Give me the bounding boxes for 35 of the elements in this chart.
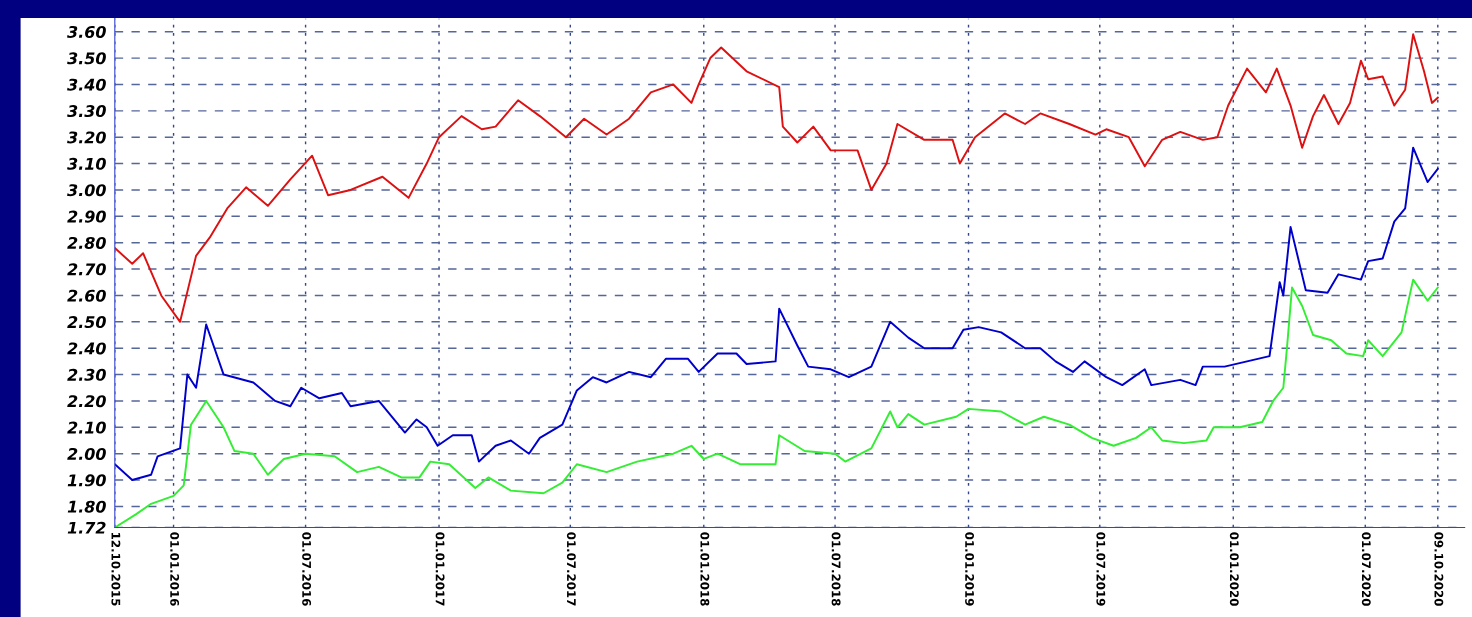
y-tick-label: 2.40: [67, 342, 106, 355]
line-series: [114, 33, 1439, 323]
y-tick-label: 3.00: [67, 184, 106, 197]
x-tick-label: 01.01.2018: [700, 532, 710, 606]
y-tick-label: 2.80: [67, 236, 106, 249]
y-tick-label: 3.20: [67, 131, 106, 144]
line-series: [114, 278, 1439, 528]
y-tick-label: 2.50: [67, 316, 106, 329]
y-tick-label: 3.10: [67, 157, 106, 170]
x-tick-label: 01.01.2019: [965, 532, 975, 606]
y-tick-label: 2.10: [67, 421, 106, 434]
line-series: [114, 146, 1439, 482]
y-tick-label: 1.72: [67, 521, 106, 534]
y-tick-label: 1.80: [67, 500, 106, 513]
y-tick-label: 3.30: [67, 105, 106, 118]
x-tick-label: 01.01.2017: [435, 532, 445, 606]
y-tick-label: 3.50: [67, 52, 106, 65]
x-tick-label: 01.07.2020: [1361, 532, 1371, 606]
x-tick-label: 09.10.2020: [1434, 532, 1444, 606]
y-tick-label: 2.00: [67, 447, 106, 460]
x-tick-label: 01.01.2016: [170, 532, 180, 606]
x-tick-label: 01.07.2019: [1096, 532, 1106, 606]
y-tick-label: 2.90: [67, 210, 106, 223]
y-tick-label: 2.70: [67, 263, 106, 276]
y-tick-label: 3.40: [67, 78, 106, 91]
y-tick-label: 2.60: [67, 289, 106, 302]
y-tick-label: 3.60: [67, 25, 106, 39]
y-tick-label: 2.30: [67, 368, 106, 381]
x-tick-label: 01.07.2018: [831, 532, 841, 606]
x-tick-label: 01.07.2016: [302, 532, 312, 606]
x-tick-label: 01.07.2017: [566, 532, 576, 606]
x-tick-label: 12.10.2015: [111, 533, 121, 606]
y-tick-label: 2.20: [67, 395, 106, 408]
y-tick-label: 1.90: [67, 474, 106, 487]
x-tick-label: 01.01.2020: [1229, 532, 1239, 606]
